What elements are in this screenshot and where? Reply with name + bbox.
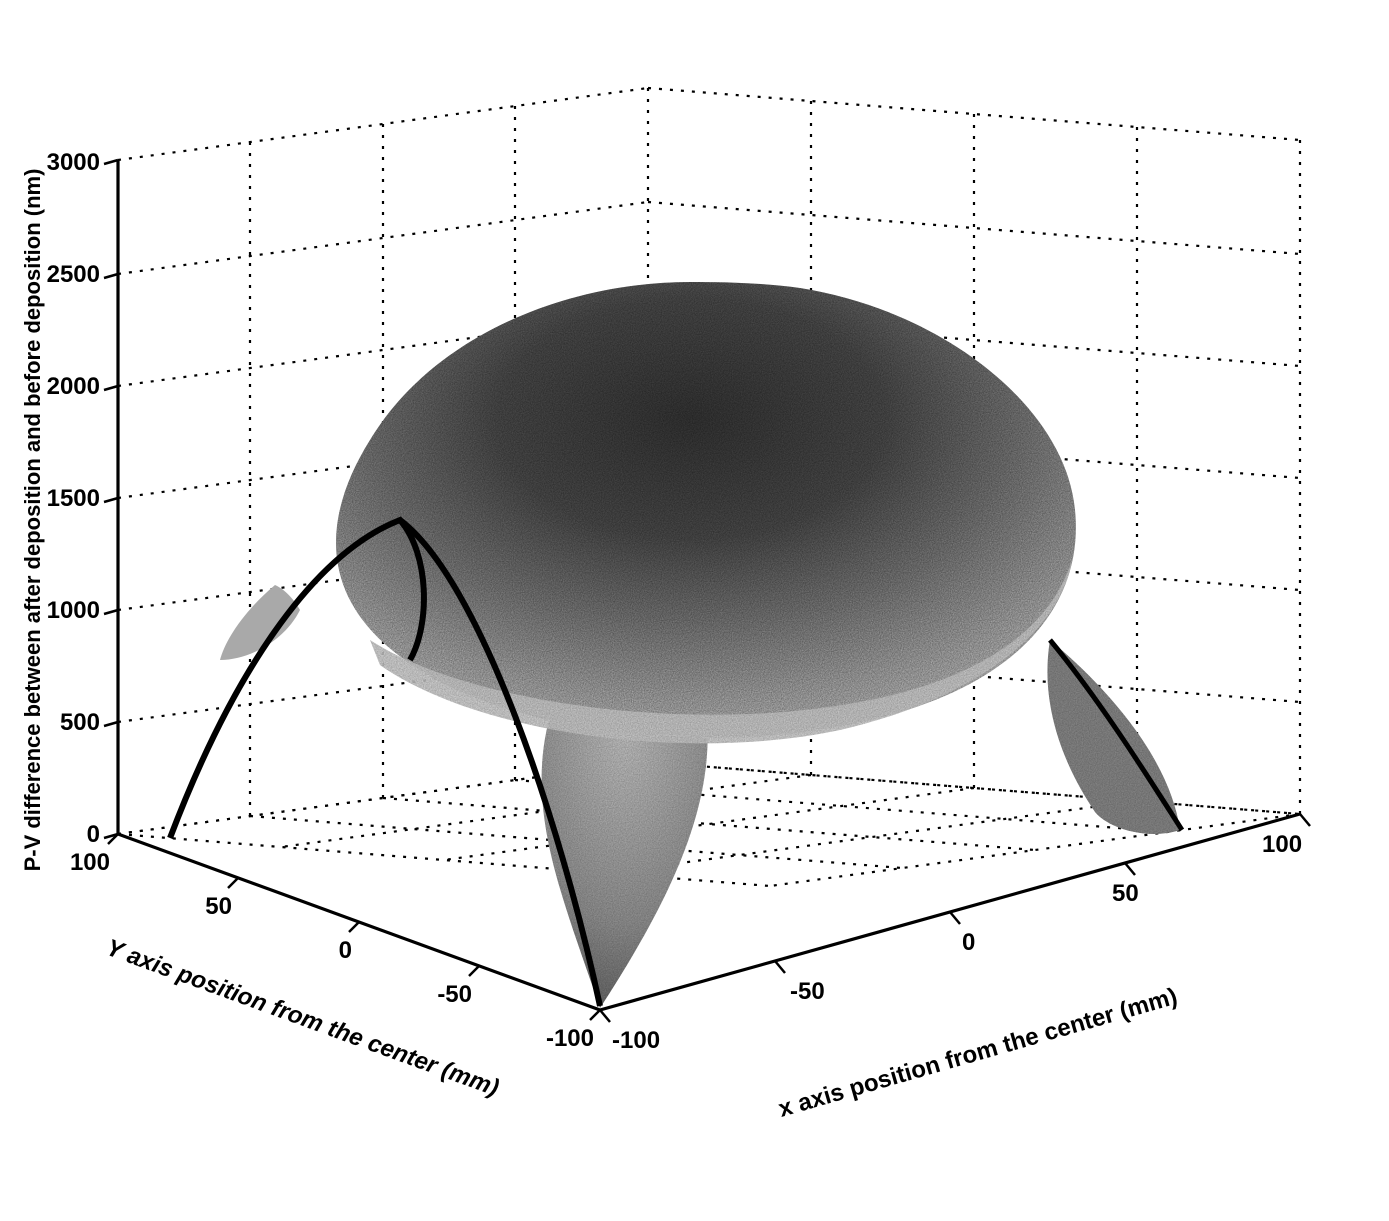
z-tick-2: 1000 [47, 597, 100, 624]
y-axis-label: Y axis position from the center (mm) [103, 934, 503, 1102]
z-tick-5: 2500 [47, 261, 100, 288]
svg-text:0: 0 [962, 929, 975, 956]
y-tick-4: -100 [546, 1025, 594, 1052]
svg-text:2000: 2000 [47, 373, 100, 400]
x-tick-labels: -100 -50 0 50 100 [612, 831, 1302, 1054]
svg-text:0: 0 [87, 821, 100, 848]
svg-text:2500: 2500 [47, 261, 100, 288]
svg-text:100: 100 [70, 849, 110, 876]
svg-text:50: 50 [1112, 880, 1139, 907]
y-tick-3: -50 [437, 981, 472, 1008]
z-axis-label: P-V difference between after deposition … [20, 169, 45, 872]
svg-text:1000: 1000 [47, 597, 100, 624]
svg-text:1500: 1500 [47, 485, 100, 512]
svg-text:500: 500 [60, 709, 100, 736]
z-tick-0: 0 [87, 821, 100, 848]
z-tick-1: 500 [60, 709, 100, 736]
svg-text:-100: -100 [546, 1025, 594, 1052]
y-tick-2: 0 [339, 937, 352, 964]
y-tick-1: 50 [205, 893, 232, 920]
surface-dome [170, 282, 1182, 1008]
svg-text:-100: -100 [612, 1027, 660, 1054]
svg-text:0: 0 [339, 937, 352, 964]
plot-3d-surface: 0 500 1000 1500 2000 2500 3000 100 50 0 … [0, 0, 1389, 1221]
svg-text:50: 50 [205, 893, 232, 920]
x-axis-label: x axis position from the center (mm) [776, 983, 1181, 1123]
x-tick-2: 0 [962, 929, 975, 956]
z-axis-label-text: P-V difference between after deposition … [20, 169, 45, 872]
z-tick-3: 1500 [47, 485, 100, 512]
floor-axes [118, 814, 1300, 1010]
x-tick-4: 100 [1262, 831, 1302, 858]
y-axis-label-text: Y axis position from the center (mm) [103, 934, 503, 1102]
x-axis-label-text: x axis position from the center (mm) [776, 983, 1181, 1123]
x-tick-3: 50 [1112, 880, 1139, 907]
z-tick-4: 2000 [47, 373, 100, 400]
y-tick-0: 100 [70, 849, 110, 876]
z-tick-6: 3000 [47, 149, 100, 176]
svg-text:-50: -50 [790, 978, 825, 1005]
svg-text:100: 100 [1262, 831, 1302, 858]
z-tick-labels: 0 500 1000 1500 2000 2500 3000 [47, 149, 100, 848]
x-tick-1: -50 [790, 978, 825, 1005]
svg-text:-50: -50 [437, 981, 472, 1008]
svg-text:3000: 3000 [47, 149, 100, 176]
x-tick-0: -100 [612, 1027, 660, 1054]
